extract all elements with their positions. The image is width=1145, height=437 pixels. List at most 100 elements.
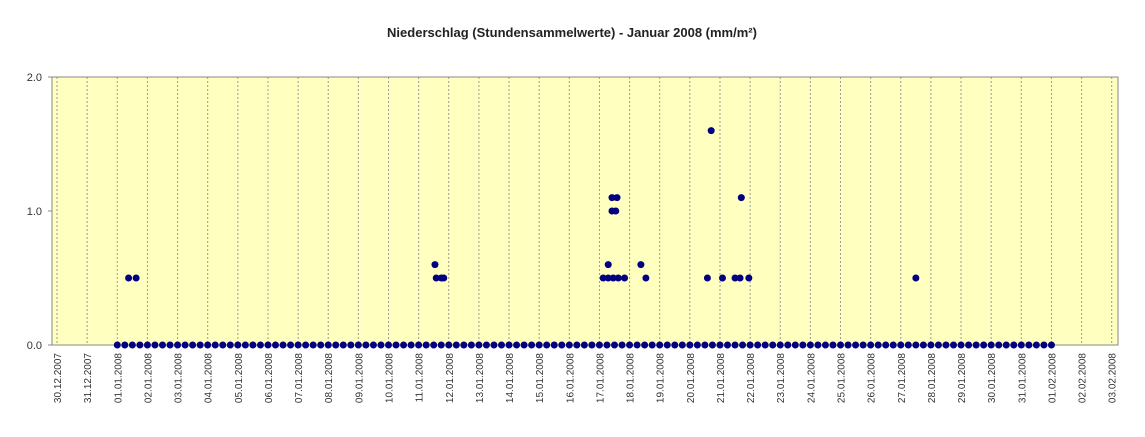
data-point: [505, 341, 513, 349]
data-point: [739, 341, 747, 349]
data-point: [724, 341, 732, 349]
data-point: [528, 341, 536, 349]
data-point: [392, 341, 400, 349]
data-point: [987, 341, 995, 349]
data-point: [613, 194, 621, 202]
x-tick-label: 23.01.2008: [776, 353, 787, 403]
data-point: [1047, 341, 1055, 349]
x-tick-label: 21.01.2008: [716, 353, 727, 403]
x-tick-label: 02.02.2008: [1078, 353, 1089, 403]
data-point: [637, 261, 645, 269]
data-point: [874, 341, 882, 349]
data-point: [608, 194, 616, 202]
data-point: [166, 341, 174, 349]
data-point: [317, 341, 325, 349]
data-point: [1032, 341, 1040, 349]
x-tick-label: 16.01.2008: [565, 353, 576, 403]
data-point: [829, 341, 837, 349]
data-point: [731, 341, 739, 349]
x-tick-label: 18.01.2008: [626, 353, 637, 403]
data-point: [264, 341, 272, 349]
x-tick-label: 15.01.2008: [535, 353, 546, 403]
data-point: [384, 341, 392, 349]
data-point: [904, 341, 912, 349]
data-point: [1040, 341, 1048, 349]
data-point: [440, 274, 448, 282]
data-point: [1025, 341, 1033, 349]
y-tick-label: 2.0: [27, 72, 42, 84]
data-point: [852, 341, 860, 349]
data-point: [919, 341, 927, 349]
x-tick-label: 06.01.2008: [264, 353, 275, 403]
data-point: [204, 341, 212, 349]
data-point: [354, 341, 362, 349]
data-point: [791, 341, 799, 349]
data-point: [415, 341, 423, 349]
data-point: [377, 341, 385, 349]
data-point: [520, 341, 528, 349]
x-tick-label: 10.01.2008: [384, 353, 395, 403]
data-point: [633, 341, 641, 349]
x-tick-label: 19.01.2008: [656, 353, 667, 403]
data-point: [432, 274, 440, 282]
data-point: [309, 341, 317, 349]
data-point: [573, 341, 581, 349]
data-point: [211, 341, 219, 349]
x-tick-label: 12.01.2008: [445, 353, 456, 403]
data-point: [761, 341, 769, 349]
x-tick-label: 30.12.2007: [53, 353, 64, 403]
data-point: [799, 341, 807, 349]
data-point: [980, 341, 988, 349]
data-point: [642, 274, 650, 282]
data-point: [558, 341, 566, 349]
x-tick-label: 22.01.2008: [746, 353, 757, 403]
data-point: [837, 341, 845, 349]
x-tick-label: 05.01.2008: [234, 353, 245, 403]
data-point: [513, 341, 521, 349]
data-point: [707, 127, 715, 135]
data-point: [132, 274, 140, 282]
data-point: [595, 341, 603, 349]
data-point: [609, 274, 617, 282]
data-point: [844, 341, 852, 349]
data-point: [957, 341, 965, 349]
data-point: [498, 341, 506, 349]
data-point: [663, 341, 671, 349]
data-point: [701, 341, 709, 349]
data-point: [737, 194, 745, 202]
data-point: [599, 274, 607, 282]
data-point: [656, 341, 664, 349]
data-point: [324, 341, 332, 349]
data-point: [422, 341, 430, 349]
data-point: [965, 341, 973, 349]
data-point: [671, 341, 679, 349]
data-point: [460, 341, 468, 349]
data-point: [686, 341, 694, 349]
x-tick-label: 27.01.2008: [897, 353, 908, 403]
x-tick-label: 08.01.2008: [324, 353, 335, 403]
data-point: [302, 341, 310, 349]
data-point: [189, 341, 197, 349]
data-point: [995, 341, 1003, 349]
data-point: [294, 341, 302, 349]
data-point: [746, 341, 754, 349]
data-point: [431, 261, 439, 269]
x-tick-label: 03.01.2008: [174, 353, 185, 403]
x-tick-label: 11.01.2008: [415, 353, 426, 403]
data-point: [535, 341, 543, 349]
data-point: [151, 341, 159, 349]
data-point: [249, 341, 257, 349]
data-point: [241, 341, 249, 349]
x-tick-label: 29.01.2008: [957, 353, 968, 403]
data-point: [736, 274, 744, 282]
data-point: [972, 341, 980, 349]
x-tick-label: 30.01.2008: [987, 353, 998, 403]
data-point: [889, 341, 897, 349]
data-point: [369, 341, 377, 349]
data-point: [612, 207, 620, 215]
data-point: [219, 341, 227, 349]
data-point: [784, 341, 792, 349]
data-point: [814, 341, 822, 349]
